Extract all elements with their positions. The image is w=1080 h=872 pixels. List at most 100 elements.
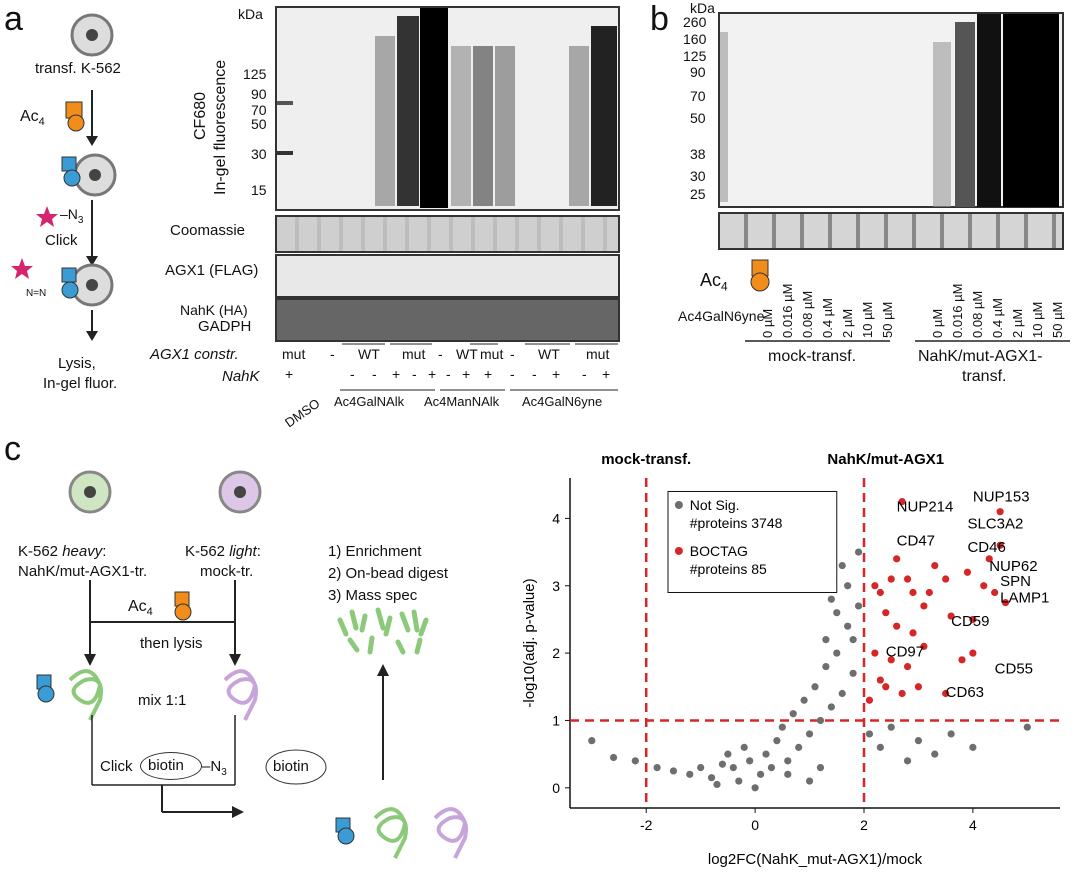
scheme-c-biotin-oval [140,752,202,780]
scheme-a-sugar-prefix: Ac [20,108,39,125]
scheme-c-n3: –N3 [202,758,227,778]
point-not-sig [735,777,743,785]
point-not-sig [838,689,846,698]
gel-b-kda: kDa [690,0,715,16]
scheme-c-sugar-prefix: Ac [128,598,147,615]
point-boctag [898,497,906,506]
panel-letter-c: c [4,430,21,468]
gel-b-conc-mock-6: 50 µM [880,301,895,338]
gel-a-ylabel-2: In-gel fluorescence [212,59,229,195]
gel-a-agx-9: mut [586,346,610,362]
scheme-c-light-2: mock-tr. [200,563,254,580]
point-boctag [931,561,939,570]
gel-b-mw-0: 260 [683,14,707,30]
point-not-sig [811,683,819,691]
point-not-sig [947,730,955,738]
gel-a-mw-4: 30 [251,146,267,162]
y-tick-label: 1 [552,712,560,728]
point-not-sig [865,730,874,738]
point-boctag [871,649,879,657]
point-not-sig [784,770,792,778]
gel-a-mw-3: 50 [251,116,267,132]
point-not-sig [914,737,923,745]
point-not-sig [773,737,781,745]
point-not-sig [653,763,661,772]
point-not-sig [849,636,857,644]
gel-b-conc-label: Ac4GalN6yne [678,308,765,324]
scheme-c-sugar-sub: 4 [146,606,153,619]
point-boctag [903,575,912,583]
scheme-a-sugar-sub: 4 [38,116,45,129]
point-boctag [876,588,884,597]
point-boctag [909,629,917,637]
point-boctag [887,656,895,664]
panel-letter-a: a [4,0,23,38]
point-boctag [969,649,977,657]
point-not-sig [838,561,846,570]
point-not-sig [822,662,830,671]
x-tick-label: 2 [860,817,868,833]
point-not-sig [669,767,678,775]
gel-a-nahk-2: - [372,366,377,382]
x-tick-label: 0 [751,817,759,833]
point-not-sig [931,750,939,758]
point-boctag [958,656,966,664]
scheme-a-lysis-1: Lysis, [58,355,96,372]
gel-a-agx-4: - [438,346,443,362]
gel-a-nahk-10: - [532,366,537,382]
gel-a-nahk-8: + [484,366,493,382]
point-not-sig [827,703,835,711]
point-not-sig [854,548,863,556]
point-not-sig [609,753,618,762]
gel-b-sugar-prefix: Ac [700,270,722,290]
scheme-a-click: Click [45,232,78,249]
point-not-sig [713,780,721,789]
gel-b-sugar: Ac4 [700,270,728,294]
gel-b-conc-nahk-1: 0.016 µM [950,283,965,338]
scheme-c-biotin: biotin [148,757,184,774]
gel-a-agx-5: WT [456,346,478,362]
point-boctag [865,696,874,704]
point-not-sig [718,760,727,768]
gel-b-conc-nahk-6: 50 µM [1050,301,1065,338]
gel-a-nahk-0: + [285,366,294,382]
point-boctag [893,622,901,630]
gel-b-conc-nahk-3: 0.4 µM [990,297,1005,338]
gel-a-nahk-3: + [392,366,401,382]
gel-b-conc-mock-4: 2 µM [840,308,855,338]
scheme-a-triazole: N=N [26,288,47,299]
gel-a-gadph-label: GADPH [198,318,252,335]
point-boctag [903,662,912,671]
gel-a-mw-2: 70 [251,102,267,118]
gel-b-group-nahk-1: NahK/mut-AGX1- [918,348,1043,365]
gel-a-group-1: Ac4ManNAlk [424,394,500,409]
point-not-sig [876,743,884,751]
y-tick-label: 3 [552,578,560,594]
point-not-sig [903,757,912,765]
y-tick-label: 2 [552,645,560,661]
scheme-c-heavy-2: NahK/mut-AGX1-tr. [18,563,148,580]
gel-a-dmso: DMSO [282,395,323,431]
gel-a-nahk-label: NahK (HA) [180,302,248,318]
gel-b-conc-mock-3: 0.4 µM [820,297,835,338]
point-boctag [914,683,923,691]
gel-a-coomassie [275,215,620,253]
point-boctag [963,568,972,576]
point-boctag [985,555,993,563]
gel-b-conc-nahk-0: 0 µM [930,308,945,338]
point-not-sig [800,696,808,704]
point-not-sig [756,770,765,778]
point-not-sig [1023,723,1031,731]
gel-b-mw-6: 38 [690,146,706,162]
gel-a-agx-7: - [510,346,515,362]
annotation-label: SPN [1000,573,1031,590]
point-boctag [920,602,928,610]
gel-a-agx-0: mut [282,346,306,362]
gel-b-conc-mock-2: 0.08 µM [800,290,815,338]
point-not-sig [767,763,776,772]
point-not-sig [631,757,639,765]
point-not-sig [724,750,732,758]
y-tick-label: 0 [552,780,560,796]
point-not-sig [822,636,830,644]
gel-b-conc-mock-1: 0.016 µM [780,283,795,338]
